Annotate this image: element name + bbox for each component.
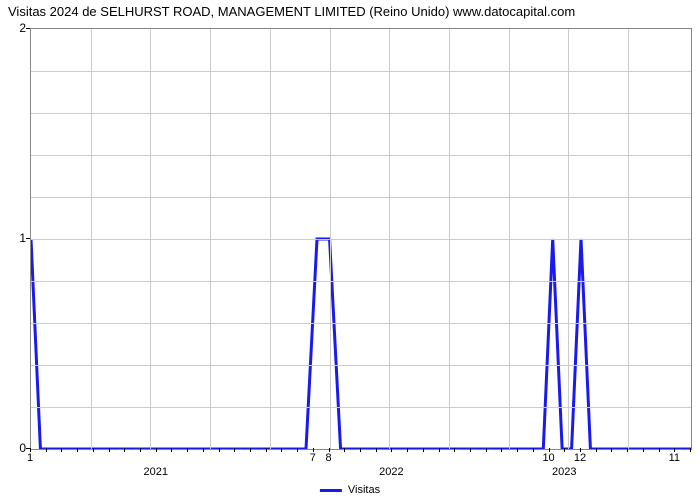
x-tick-mark [61, 448, 62, 452]
x-tick-mark [46, 448, 47, 452]
x-tick-mark [533, 448, 534, 452]
grid-v [210, 29, 211, 449]
x-tick-mark [360, 448, 361, 452]
x-tick-mark [486, 448, 487, 452]
x-year-label: 2021 [143, 466, 167, 478]
x-year-label: 2023 [552, 466, 576, 478]
x-tick-mark [203, 448, 204, 452]
x-tick-label: 8 [326, 452, 332, 464]
x-tick-mark [611, 448, 612, 452]
grid-h [31, 281, 691, 282]
x-tick-mark [187, 448, 188, 452]
x-tick-mark [77, 448, 78, 452]
chart-container: Visitas 2024 de SELHURST ROAD, MANAGEMEN… [0, 0, 700, 500]
y-tick-mark [26, 28, 30, 29]
x-tick-label: 12 [574, 452, 586, 464]
x-tick-label: 11 [669, 452, 680, 464]
x-tick-mark [439, 448, 440, 452]
y-tick-label: 0 [19, 441, 26, 455]
x-tick-mark [266, 448, 267, 452]
x-tick-mark [690, 448, 691, 452]
x-tick-mark [517, 448, 518, 452]
x-tick-mark [250, 448, 251, 452]
x-tick-mark [109, 448, 110, 452]
y-tick-label: 2 [19, 21, 26, 35]
grid-h [31, 239, 691, 240]
x-tick-mark [171, 448, 172, 452]
x-tick-label: 7 [310, 452, 316, 464]
x-tick-mark [407, 448, 408, 452]
x-tick-mark [501, 448, 502, 452]
x-tick-mark [376, 448, 377, 452]
legend: Visitas [320, 484, 380, 496]
legend-label: Visitas [348, 484, 380, 496]
x-tick-mark [219, 448, 220, 452]
grid-h [31, 113, 691, 114]
x-tick-mark [596, 448, 597, 452]
grid-v [330, 29, 331, 449]
x-tick-mark [281, 448, 282, 452]
x-tick-mark [344, 448, 345, 452]
x-tick-mark [234, 448, 235, 452]
x-tick-mark [659, 448, 660, 452]
x-tick-mark [297, 448, 298, 452]
plot-area [30, 28, 692, 450]
x-tick-mark [156, 448, 157, 452]
legend-swatch [320, 489, 342, 492]
grid-v [509, 29, 510, 449]
grid-h [31, 155, 691, 156]
grid-h [31, 197, 691, 198]
grid-v [568, 29, 569, 449]
grid-v [628, 29, 629, 449]
x-year-label: 2022 [379, 466, 403, 478]
x-tick-mark [124, 448, 125, 452]
y-tick-label: 1 [19, 231, 26, 245]
grid-v [449, 29, 450, 449]
x-tick-mark [643, 448, 644, 452]
grid-h [31, 407, 691, 408]
x-tick-mark [423, 448, 424, 452]
x-tick-mark [140, 448, 141, 452]
x-tick-label: 1 [27, 452, 33, 464]
grid-v [389, 29, 390, 449]
grid-v [270, 29, 271, 449]
y-tick-mark [26, 238, 30, 239]
grid-h [31, 323, 691, 324]
x-tick-mark [391, 448, 392, 452]
x-tick-label: 10 [542, 452, 554, 464]
grid-h [31, 71, 691, 72]
grid-v [150, 29, 151, 449]
x-tick-mark [627, 448, 628, 452]
chart-title: Visitas 2024 de SELHURST ROAD, MANAGEMEN… [0, 0, 700, 21]
x-tick-mark [564, 448, 565, 452]
x-tick-mark [470, 448, 471, 452]
grid-v [91, 29, 92, 449]
x-tick-mark [93, 448, 94, 452]
x-tick-mark [454, 448, 455, 452]
grid-h [31, 365, 691, 366]
